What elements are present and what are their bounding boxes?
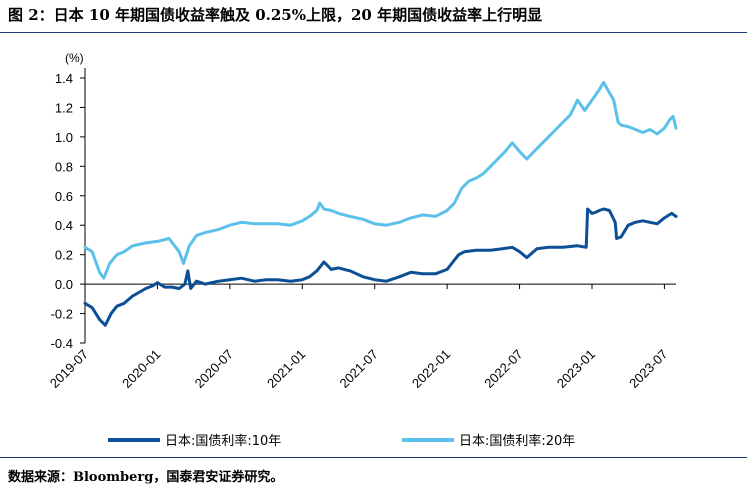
x-tick-label: 2022-07 bbox=[481, 347, 525, 391]
y-tick-label: 0.4 bbox=[55, 218, 73, 233]
source-divider bbox=[0, 457, 747, 458]
x-tick-label: 2021-01 bbox=[264, 347, 308, 391]
series-line-20y bbox=[83, 80, 678, 280]
data-source-note: 数据来源：Bloomberg，国泰君安证券研究。 bbox=[8, 470, 284, 485]
y-tick-label: -0.4 bbox=[51, 336, 73, 351]
y-axis-unit: (%) bbox=[65, 51, 84, 65]
y-tick-label: 0.8 bbox=[55, 159, 73, 174]
series-lines bbox=[83, 80, 678, 327]
x-axis: 2019-07 2020-01 2020-07 2021-01 2021-07 2022-… bbox=[47, 283, 676, 391]
y-axis: -0.4 -0.2 0.0 0.2 0.4 0.6 0.8 1.0 1.2 1.4 (%) bbox=[51, 51, 86, 351]
x-tick-label: 2020-07 bbox=[192, 347, 236, 391]
x-tick-label: 2020-01 bbox=[119, 347, 163, 391]
y-tick-label: -0.2 bbox=[51, 307, 73, 322]
chart-title: 图 2：日本 10 年期国债收益率触及 0.25%上限，20 年期国债收益率上行… bbox=[8, 6, 543, 24]
x-tick-label: 2022-01 bbox=[409, 347, 453, 391]
title-divider bbox=[0, 32, 747, 33]
legend-label: 日本:国债利率:10年 bbox=[165, 433, 281, 449]
x-tick-label: 2023-07 bbox=[626, 347, 670, 391]
y-tick-label: 1.2 bbox=[55, 100, 73, 115]
y-tick-label: 0.0 bbox=[55, 277, 73, 292]
y-tick-label: 1.0 bbox=[55, 130, 73, 145]
x-tick-label: 2023-01 bbox=[554, 347, 598, 391]
y-tick-label: 0.2 bbox=[55, 248, 73, 263]
legend-label: 日本:国债利率:20年 bbox=[459, 433, 575, 449]
x-tick-label: 2019-07 bbox=[47, 347, 91, 391]
legend: 日本:国债利率:10年 日本:国债利率:20年 bbox=[108, 433, 575, 449]
series-line-10y bbox=[83, 207, 678, 327]
chart-area: -0.4 -0.2 0.0 0.2 0.4 0.6 0.8 1.0 1.2 1.4 (%) 2019… bbox=[47, 51, 678, 449]
y-tick-label: 1.4 bbox=[55, 71, 73, 86]
y-tick-label: 0.6 bbox=[55, 189, 73, 204]
x-tick-label: 2021-07 bbox=[336, 347, 380, 391]
